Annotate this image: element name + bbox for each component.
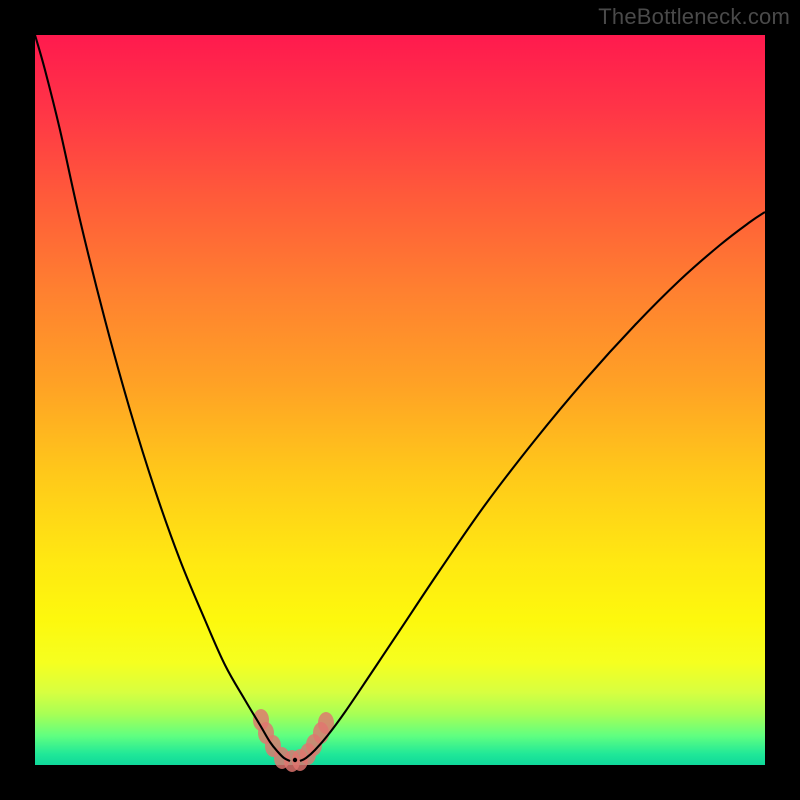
bottleneck-chart (0, 0, 800, 800)
chart-container: TheBottleneck.com (0, 0, 800, 800)
watermark-label: TheBottleneck.com (598, 4, 790, 30)
center-dot (293, 758, 297, 762)
gradient-background (35, 35, 765, 765)
